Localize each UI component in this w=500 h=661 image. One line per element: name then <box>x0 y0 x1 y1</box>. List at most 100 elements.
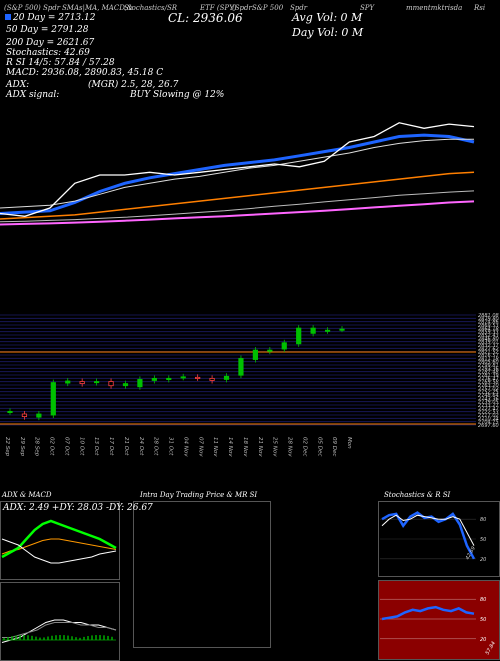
date-axis-label: 31 Oct <box>168 437 174 456</box>
price-axis-label: 2869.53 <box>478 323 499 329</box>
date-axis-label: 11 Nov <box>212 437 218 457</box>
candle-body <box>223 375 230 380</box>
stochastics-label: Stochastics: 42.69 <box>6 48 90 58</box>
date-axis-label: 29 Sep <box>19 437 25 457</box>
candle-body <box>310 327 316 334</box>
adx-panel-values: ADX: 2.49 +DY: 28.03 -DY: 26.67 <box>3 503 153 513</box>
rsi-line <box>381 605 475 621</box>
date-axis-label: 24 Oct <box>138 437 144 456</box>
ma-line-2 <box>0 138 474 209</box>
adx-panel-title: ADX & MACD <box>2 491 52 499</box>
date-axis-label: 07 Oct <box>63 437 69 456</box>
market-note: mmentmktrisda <box>406 4 463 12</box>
candle-body <box>238 358 244 376</box>
intraday-panel <box>133 501 271 648</box>
ma20-legend-swatch <box>5 14 11 20</box>
day-volume: Day Vol: 0 M <box>292 26 364 39</box>
buy-signal: BUY Slowing @ 12% <box>130 90 225 100</box>
price-axis-label: 2816.57 <box>478 353 499 359</box>
price-axis-label: 2864.18 <box>478 326 499 332</box>
macd-line <box>1 619 117 643</box>
close-price: CL: 2936.06 <box>168 11 243 25</box>
price-axis-label: 2879.80 <box>478 316 499 322</box>
candle-body <box>195 376 201 379</box>
stoch-d-line <box>381 514 475 546</box>
candle-body <box>94 381 100 384</box>
ma50-label: 50 Day = 2791.28 <box>6 25 89 35</box>
adx-series-1 <box>1 538 117 555</box>
price-axis-label: 2793.36 <box>478 366 499 372</box>
moving-average-chart <box>0 122 475 226</box>
price-axis-label: 2697.60 <box>478 423 499 429</box>
candle-body <box>166 377 172 380</box>
ma-line-3 <box>0 171 475 220</box>
macd-label: MACD: 2936.08, 2890.83, 45.18 C <box>6 68 164 78</box>
price-line <box>0 122 475 217</box>
rsi-panel <box>378 580 500 660</box>
candle-body <box>267 349 273 352</box>
candle-body <box>151 377 157 381</box>
header-tag-1: (S&P 500) Spdr <box>4 4 61 12</box>
stoch-panel-title: Stochastics & R SI <box>384 491 451 499</box>
candle-body <box>180 376 186 379</box>
price-axis-label: 2839.01 <box>478 340 499 346</box>
date-axis-label: 05 Dec <box>316 437 322 456</box>
candle-body <box>137 379 143 388</box>
candle-body <box>79 381 85 385</box>
adx-values: (MGR) 2.5, 28, 26.7 <box>88 80 179 90</box>
date-axis-label: 02 Dec <box>301 437 307 456</box>
candle-body <box>50 382 56 416</box>
candle-body <box>65 380 71 384</box>
price-axis-label: 2733.27 <box>478 403 499 409</box>
price-axis-label: 2752.25 <box>478 390 499 396</box>
price-axis-label: 2832.37 <box>478 343 499 349</box>
candle-body <box>21 413 28 418</box>
price-axis-label: 2852.43 <box>478 333 499 339</box>
price-axis-label: 2846.80 <box>478 336 499 342</box>
macd-signal-line <box>2 622 117 638</box>
date-axis-label: 10 Oct <box>78 437 84 456</box>
ma-band-line <box>0 190 475 223</box>
price-axis-label: 2757.02 <box>478 386 499 392</box>
header-tag-2: ETF (SPY) <box>200 4 237 12</box>
price-axis-label: 2874.86 <box>478 320 499 326</box>
intraday-panel-title: Intra Day Trading Price & MR SI <box>140 491 258 499</box>
ma200-label: 200 Day = 2621.67 <box>6 38 95 48</box>
price-axis-label: 2811.18 <box>478 356 499 362</box>
date-axis-label: 18 Nov <box>242 437 248 457</box>
rsi-header-label: R SI 14/5: 57.84 / 57.28 <box>6 58 115 68</box>
header-tag-7: Rsi <box>474 4 486 12</box>
ma-line-1 <box>0 133 475 215</box>
rsi-tick-label: 20 <box>480 637 486 643</box>
price-axis-label: 2821.52 <box>478 350 499 356</box>
sma-label: SMAs|MA, MACD,& <box>62 4 134 12</box>
date-axis-label: 13 Oct <box>93 437 99 456</box>
price-axis-label: 2763.20 <box>478 383 499 389</box>
candle-body <box>36 413 42 418</box>
adx-label: ADX: <box>6 80 30 90</box>
price-axis-label: 2743.36 <box>478 396 499 402</box>
date-axis-label: 28 Sep <box>34 437 40 457</box>
date-axis-label: 09 Dec <box>331 437 337 456</box>
candle-body <box>339 328 345 331</box>
ma20-label: 20 Day = 2713.12 <box>13 13 96 23</box>
date-axis-label: 21 Oct <box>123 437 129 456</box>
price-axis-label: 2776.47 <box>478 376 499 382</box>
header-tag-3: (SpdrS&P 500 <box>232 4 284 12</box>
adx-signal-label: ADX signal: <box>6 90 60 100</box>
date-axis-label: 14 Nov <box>227 437 233 457</box>
date-axis-label: 22 Sep <box>4 437 10 457</box>
candle-body <box>281 342 287 350</box>
price-axis-label: 2827.62 <box>478 346 499 352</box>
header-tag-4: Spdr <box>290 4 308 12</box>
price-axis-label: 2710.24 <box>478 416 499 422</box>
price-axis-label: 2727.47 <box>478 406 499 412</box>
date-axis-label: 17 Oct <box>108 437 114 456</box>
candle-body <box>108 381 114 387</box>
stoch-tick-label: 50 <box>480 537 486 543</box>
date-axis-label: 21 Nov <box>257 437 263 457</box>
candlestick-chart: 2881.082879.802874.862869.532864.182859.… <box>0 313 499 457</box>
header-tag-6: SPY <box>360 4 375 12</box>
price-axis-label: 2722.53 <box>478 410 499 416</box>
